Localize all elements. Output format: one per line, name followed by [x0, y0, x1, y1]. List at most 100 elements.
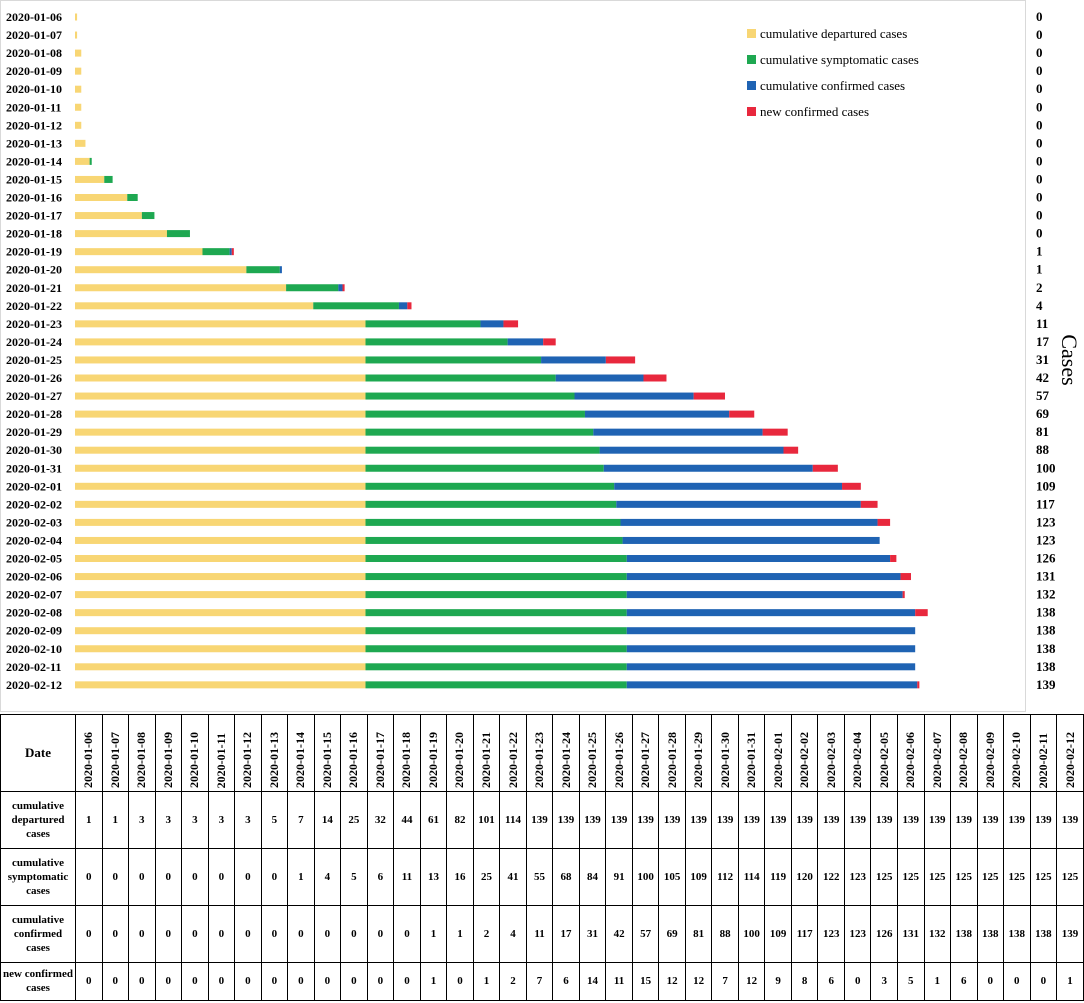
table-date-text: 2020-02-03 — [823, 732, 838, 788]
table-date-text: 2020-01-09 — [160, 732, 175, 788]
table-cell: 6 — [817, 961, 845, 1002]
table-cell: 139 — [817, 791, 845, 849]
bar-segment — [338, 284, 343, 292]
table-cell: 5 — [896, 961, 925, 1002]
table-cell: 0 — [340, 904, 368, 963]
category-label: 2020-01-06 — [6, 10, 62, 24]
table-cell: 105 — [658, 847, 686, 906]
table-date-header: 2020-02-05 — [870, 714, 898, 792]
table-cell: 6 — [950, 961, 978, 1002]
bar-segment — [365, 645, 627, 653]
table-date-text: 2020-01-23 — [532, 732, 547, 788]
category-label: 2020-01-12 — [6, 118, 62, 132]
cases-count-label: 123 — [1036, 514, 1056, 529]
table-row-label: cumulative departured cases — [0, 791, 76, 849]
cases-count-label: 1 — [1036, 244, 1043, 259]
bar-segment — [365, 573, 627, 581]
table-date-header: 2020-01-18 — [393, 714, 421, 792]
category-label: 2020-02-09 — [6, 624, 62, 638]
bar-segment — [900, 573, 911, 581]
bar-segment — [75, 284, 287, 292]
table-cell: 139 — [923, 791, 952, 849]
bar-segment — [75, 356, 366, 364]
table-cell: 1 — [101, 791, 130, 849]
bar-segment — [75, 392, 366, 400]
category-label: 2020-01-23 — [6, 317, 62, 331]
bar-segment — [75, 49, 82, 57]
table-cell: 139 — [605, 791, 633, 849]
category-label: 2020-01-11 — [6, 100, 61, 114]
table-date-header: 2020-02-01 — [764, 714, 792, 792]
table-cell: 120 — [790, 847, 819, 906]
table-date-text: 2020-02-11 — [1035, 732, 1050, 788]
table-corner-label: Date — [0, 714, 76, 792]
table-cell: 55 — [525, 847, 554, 906]
bar-segment — [626, 609, 916, 617]
bar-segment — [313, 302, 399, 310]
table-cell: 31 — [578, 904, 607, 963]
bar-segment — [842, 482, 861, 490]
table-cell: 1 — [923, 961, 952, 1002]
table-date-text: 2020-01-06 — [81, 732, 96, 788]
category-label: 2020-01-21 — [6, 281, 62, 295]
table-cell: 125 — [1003, 847, 1031, 906]
table-date-header: 2020-01-28 — [658, 714, 686, 792]
cases-count-label: 0 — [1036, 27, 1043, 42]
bar-segment — [407, 302, 412, 310]
table-cell: 139 — [1003, 791, 1031, 849]
bar-segment — [915, 609, 928, 617]
table-cell: 139 — [896, 791, 925, 849]
table-cell: 0 — [75, 961, 103, 1002]
bar-segment — [365, 464, 604, 472]
table-cell: 117 — [790, 904, 819, 963]
table-cell: 0 — [181, 847, 209, 906]
table-date-header: 2020-01-22 — [499, 714, 527, 792]
table-cell: 1 — [472, 961, 501, 1002]
table-cell: 1 — [287, 847, 315, 906]
table-cell: 69 — [658, 904, 686, 963]
bar-segment — [616, 500, 861, 508]
cases-count-label: 0 — [1036, 190, 1043, 205]
table-cell: 82 — [446, 791, 474, 849]
bar-segment — [626, 573, 901, 581]
table-date-header: 2020-02-12 — [1056, 714, 1084, 792]
table-cell: 139 — [950, 791, 978, 849]
cases-count-label: 2 — [1036, 280, 1043, 295]
table-cell: 139 — [790, 791, 819, 849]
table-cell: 0 — [181, 961, 209, 1002]
table-cell: 139 — [711, 791, 739, 849]
category-label: 2020-02-03 — [6, 515, 62, 529]
table-cell: 61 — [419, 791, 448, 849]
bar-segment — [75, 573, 366, 581]
bar-segment — [75, 446, 366, 454]
cases-count-label: 0 — [1036, 135, 1043, 150]
table-cell: 138 — [1029, 904, 1058, 963]
cases-count-label: 31 — [1036, 352, 1049, 367]
category-label: 2020-01-19 — [6, 245, 62, 259]
cases-count-label: 0 — [1036, 153, 1043, 168]
table-date-header: 2020-02-06 — [896, 714, 925, 792]
cases-count-label: 138 — [1036, 623, 1056, 638]
table-cell: 139 — [1056, 791, 1084, 849]
table-cell: 0 — [366, 904, 395, 963]
bar-segment — [603, 464, 813, 472]
table-date-header: 2020-01-20 — [446, 714, 474, 792]
table-cell: 139 — [525, 791, 554, 849]
bar-segment — [75, 320, 366, 328]
table-cell: 11 — [525, 904, 554, 963]
category-label: 2020-01-17 — [6, 209, 62, 223]
table-cell: 3 — [207, 791, 236, 849]
category-label: 2020-01-14 — [6, 154, 62, 168]
table-cell: 42 — [605, 904, 633, 963]
bar-segment — [246, 266, 280, 274]
bar-segment — [507, 338, 544, 346]
bar-segment — [614, 482, 843, 490]
table-cell: 0 — [287, 904, 315, 963]
table-cell: 0 — [446, 961, 474, 1002]
table-cell: 0 — [976, 961, 1005, 1002]
data-table-container: Date 2020-01-06 2020-01-07 2020-01-08 2020-… — [0, 714, 1084, 1002]
bar-segment — [365, 591, 627, 599]
table-date-header: 2020-02-09 — [976, 714, 1005, 792]
table-date-text: 2020-01-28 — [664, 732, 679, 788]
cases-count-label: 69 — [1036, 406, 1050, 421]
